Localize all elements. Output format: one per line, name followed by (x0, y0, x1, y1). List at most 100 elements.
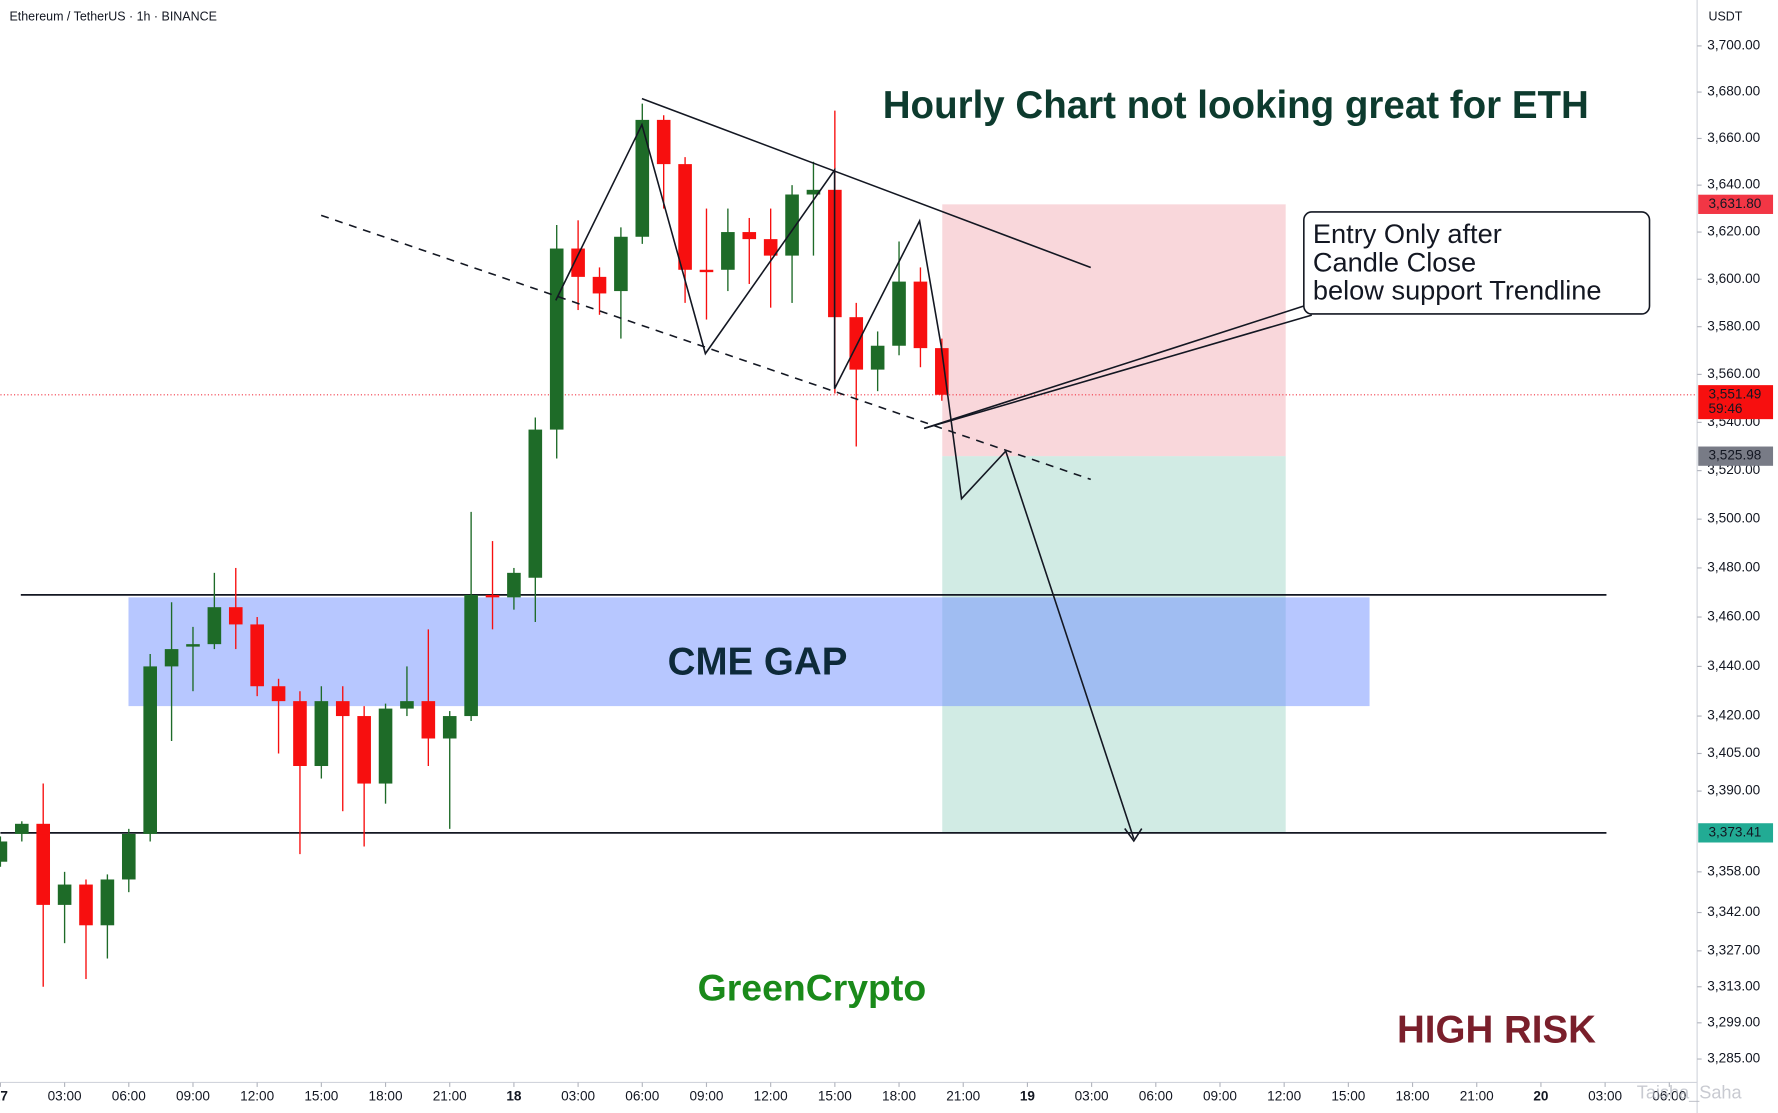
callout-text: below support Trendline (1313, 275, 1602, 306)
x-tick-label: 06:00 (1652, 1089, 1686, 1104)
price-tag-label: 3,525.98 (1708, 448, 1761, 463)
candle-body (143, 666, 157, 834)
y-tick-label: 3,285.00 (1707, 1051, 1760, 1066)
candle-body (36, 823, 51, 905)
candle-body (79, 884, 93, 926)
x-tick-label: 18:00 (369, 1089, 403, 1104)
candle-body (207, 607, 222, 645)
candle-body (528, 429, 543, 578)
x-tick-label: 09:00 (689, 1089, 723, 1104)
x-tick-label: 20 (1533, 1089, 1548, 1104)
candle-body (250, 624, 264, 687)
x-tick-label: 03:00 (561, 1089, 595, 1104)
callout-text: Entry Only after (1313, 218, 1502, 249)
candles (0, 103, 949, 987)
candle-body (400, 701, 414, 709)
candle-body (100, 879, 115, 926)
x-tick-label: 21:00 (433, 1089, 467, 1104)
support-trendline (320, 214, 1092, 481)
chart-title: Hourly Chart not looking great for ETH (883, 84, 1589, 127)
y-tick-label: 3,520.00 (1707, 462, 1760, 477)
candle-body (592, 276, 607, 294)
candle-body (464, 594, 478, 717)
x-tick-label: 12:00 (754, 1089, 788, 1104)
candle-body (849, 317, 864, 370)
candle-body (935, 348, 949, 395)
candle-body (678, 164, 692, 270)
callout-pointer (923, 305, 1305, 430)
x-tick-label: 09:00 (176, 1089, 210, 1104)
y-tick-label: 3,440.00 (1707, 658, 1760, 673)
y-tick-label: 3,358.00 (1707, 863, 1760, 878)
candle-body (635, 119, 650, 237)
candle-body (913, 281, 928, 349)
x-tick-label: 09:00 (1203, 1089, 1237, 1104)
candle-body (742, 232, 757, 240)
stop-zone (942, 204, 1286, 457)
x-tick-label: 06:00 (625, 1089, 659, 1104)
candle-body (785, 194, 799, 256)
y-tick-label: 3,700.00 (1707, 38, 1760, 53)
x-tick-label: 18:00 (882, 1089, 916, 1104)
arrow-head (1124, 828, 1143, 843)
x-tick-label: 06:00 (1139, 1089, 1173, 1104)
y-tick-label: 3,580.00 (1707, 318, 1760, 333)
x-tick-label: 12:00 (1267, 1089, 1301, 1104)
candle-body (870, 345, 885, 370)
projection-path (555, 122, 1135, 839)
x-tick-label: 21:00 (1460, 1089, 1494, 1104)
candle-body (228, 607, 243, 625)
price-tag-label: 3,551.49 (1708, 386, 1761, 401)
candle-body (293, 701, 307, 767)
candle-body (0, 841, 8, 862)
gap-zone (128, 597, 1370, 707)
x-tick-label: 21:00 (946, 1089, 980, 1104)
y-tick-label: 3,560.00 (1707, 366, 1760, 381)
price-tag (1698, 823, 1774, 843)
x-tick-label: 19 (1020, 1089, 1036, 1104)
candle-body (721, 232, 735, 270)
x-tick-label: 03:00 (48, 1089, 82, 1104)
price-tag-label: 3,373.41 (1708, 824, 1761, 839)
candle-body (271, 686, 286, 702)
y-tick-label: 3,600.00 (1707, 271, 1760, 286)
x-tick-label: 03:00 (1075, 1089, 1109, 1104)
zone-label: CME GAP (668, 640, 848, 683)
annotations: Entry Only after Candle Close below supp… (9, 9, 1742, 1103)
candle-body (571, 248, 585, 277)
candle-body (442, 716, 457, 739)
y-tick-label: 3,480.00 (1707, 560, 1760, 575)
symbol-header: Ethereum / TetherUS · 1h · BINANCE (9, 9, 216, 23)
y-tick-label: 3,327.00 (1707, 942, 1760, 957)
candle-body (314, 701, 329, 767)
x-tick-label: 12:00 (240, 1089, 274, 1104)
callout-pointer (923, 314, 1312, 430)
price-tag (1698, 446, 1774, 466)
y-tick-label: 3,390.00 (1707, 783, 1760, 798)
candle-body (892, 281, 906, 346)
risk-label: HIGH RISK (1397, 1009, 1596, 1052)
candle-body (806, 189, 821, 195)
price-tag-timer: 59:46 (1708, 401, 1742, 416)
candle-body (485, 594, 500, 598)
candle-body (614, 236, 628, 292)
x-tick-label: 15:00 (304, 1089, 338, 1104)
x-tick-label: 03:00 (1588, 1089, 1622, 1104)
y-tick-label: 3,313.00 (1707, 978, 1760, 993)
zones (0, 204, 1698, 834)
candle-body (15, 823, 29, 834)
candle-body (699, 269, 714, 273)
drawings (320, 97, 1651, 843)
x-tick-label: 17 (0, 1089, 8, 1104)
brand: GreenCrypto (698, 966, 927, 1008)
currency: USDT (1708, 9, 1742, 23)
candle-body (121, 833, 136, 880)
y-tick-label: 3,405.00 (1707, 745, 1760, 760)
y-tick-label: 3,620.00 (1707, 224, 1760, 239)
candle-body (335, 701, 350, 717)
y-tick-label: 3,299.00 (1707, 1014, 1760, 1029)
price-tag (1698, 385, 1774, 420)
